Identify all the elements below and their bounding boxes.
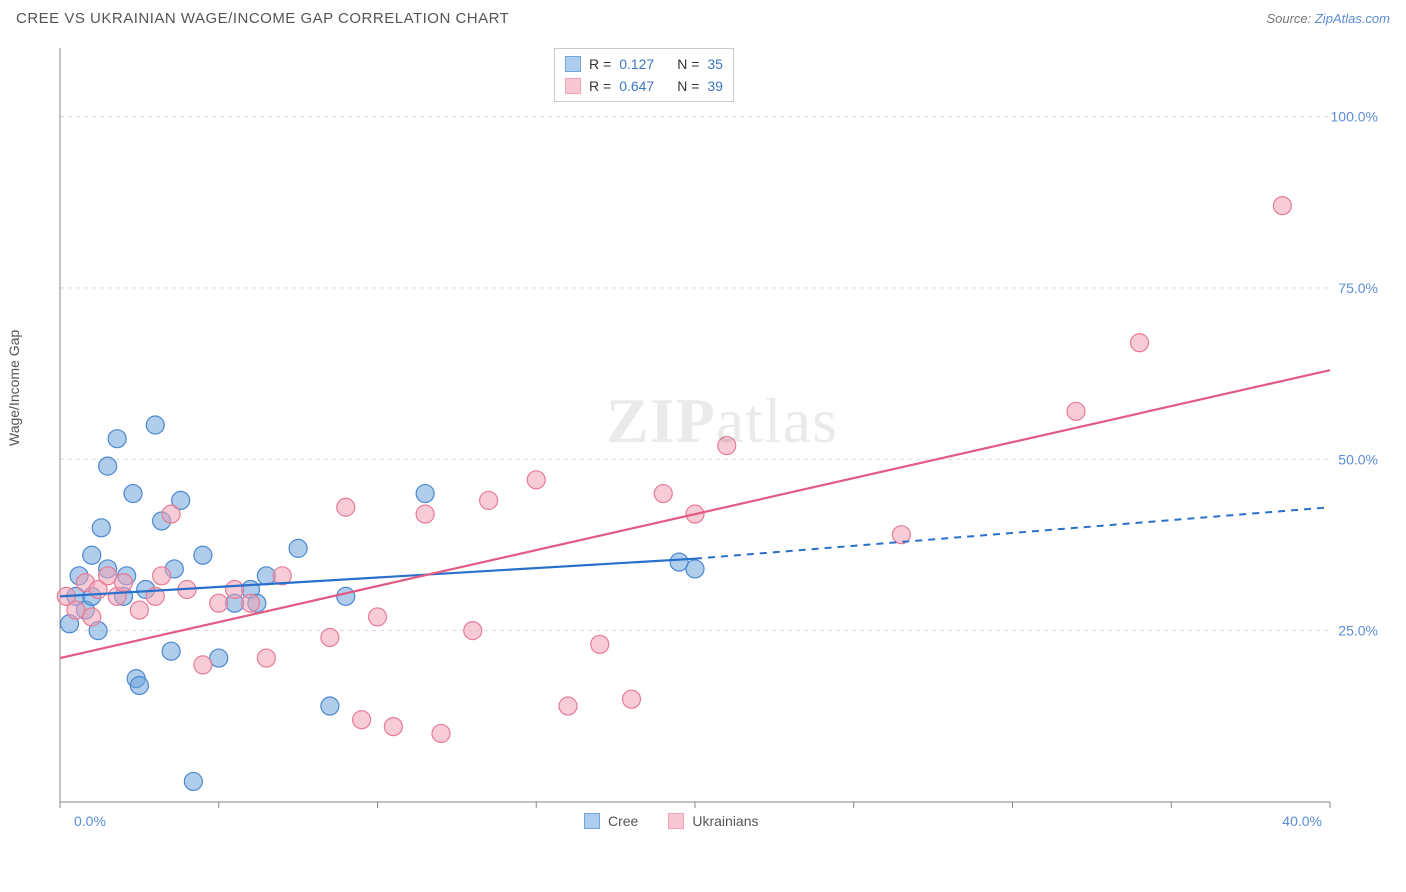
data-point <box>686 560 704 578</box>
y-axis-label: Wage/Income Gap <box>6 330 22 446</box>
legend-n-label: N = <box>677 53 699 75</box>
data-point <box>146 416 164 434</box>
data-point <box>153 567 171 585</box>
data-point <box>289 539 307 557</box>
data-point <box>92 519 110 537</box>
data-point <box>210 594 228 612</box>
data-point <box>591 635 609 653</box>
source-prefix: Source: <box>1266 11 1314 26</box>
data-point <box>369 608 387 626</box>
y-tick-label: 75.0% <box>1338 280 1378 296</box>
data-point <box>321 697 339 715</box>
data-point <box>130 676 148 694</box>
data-point <box>416 505 434 523</box>
data-point <box>337 498 355 516</box>
data-point <box>1067 402 1085 420</box>
data-point <box>124 485 142 503</box>
chart-title: CREE VS UKRAINIAN WAGE/INCOME GAP CORREL… <box>16 10 509 27</box>
legend-n-value: 35 <box>707 53 723 75</box>
data-point <box>559 697 577 715</box>
series-legend-item: Ukrainians <box>668 810 758 832</box>
data-point <box>353 711 371 729</box>
x-tick-label: 40.0% <box>1282 813 1322 829</box>
data-point <box>115 574 133 592</box>
trend-line-extrapolated <box>695 507 1330 558</box>
legend-r-value: 0.647 <box>619 75 669 97</box>
chart-source: Source: ZipAtlas.com <box>1266 11 1390 26</box>
data-point <box>1273 197 1291 215</box>
data-point <box>480 491 498 509</box>
series-label: Ukrainians <box>692 810 758 832</box>
data-point <box>162 642 180 660</box>
data-point <box>384 718 402 736</box>
y-tick-label: 50.0% <box>1338 451 1378 467</box>
data-point <box>83 546 101 564</box>
data-point <box>321 628 339 646</box>
data-point <box>130 601 148 619</box>
plot-area: 25.0%50.0%75.0%100.0%0.0%40.0% ZIPatlas … <box>54 42 1390 832</box>
data-point <box>654 485 672 503</box>
data-point <box>527 471 545 489</box>
legend-n-label: N = <box>677 75 699 97</box>
data-point <box>718 437 736 455</box>
y-tick-label: 25.0% <box>1338 623 1378 639</box>
scatter-chart: 25.0% 50.0% 75.0% 100.0% 0.0% 40.0% <box>54 42 1390 832</box>
series-legend: Cree Ukrainians <box>584 808 759 834</box>
source-link[interactable]: ZipAtlas.com <box>1315 11 1390 26</box>
trend-line <box>60 370 1330 658</box>
legend-n-value: 39 <box>707 75 723 97</box>
legend-r-label: R = <box>589 75 611 97</box>
y-tick-label: 100.0% <box>1331 109 1378 125</box>
data-point <box>1131 334 1149 352</box>
legend-swatch <box>565 78 581 94</box>
legend-row: R = 0.647 N = 39 <box>565 75 723 97</box>
data-point <box>83 608 101 626</box>
data-point <box>464 622 482 640</box>
data-point <box>108 430 126 448</box>
data-point <box>194 656 212 674</box>
x-tick-label: 0.0% <box>74 813 106 829</box>
data-point <box>623 690 641 708</box>
data-point <box>416 485 434 503</box>
data-point <box>432 724 450 742</box>
legend-r-value: 0.127 <box>619 53 669 75</box>
series-label: Cree <box>608 810 638 832</box>
data-point <box>257 649 275 667</box>
data-point <box>226 581 244 599</box>
correlation-legend: R = 0.127 N = 35 R = 0.647 N = 39 <box>554 48 734 102</box>
data-point <box>162 505 180 523</box>
data-point <box>337 587 355 605</box>
legend-row: R = 0.127 N = 35 <box>565 53 723 75</box>
data-point <box>99 457 117 475</box>
legend-r-label: R = <box>589 53 611 75</box>
data-point <box>242 594 260 612</box>
data-point <box>194 546 212 564</box>
legend-swatch <box>584 813 600 829</box>
data-point <box>184 772 202 790</box>
series-legend-item: Cree <box>584 810 638 832</box>
legend-swatch <box>668 813 684 829</box>
legend-swatch <box>565 56 581 72</box>
chart-header: CREE VS UKRAINIAN WAGE/INCOME GAP CORREL… <box>0 0 1406 33</box>
